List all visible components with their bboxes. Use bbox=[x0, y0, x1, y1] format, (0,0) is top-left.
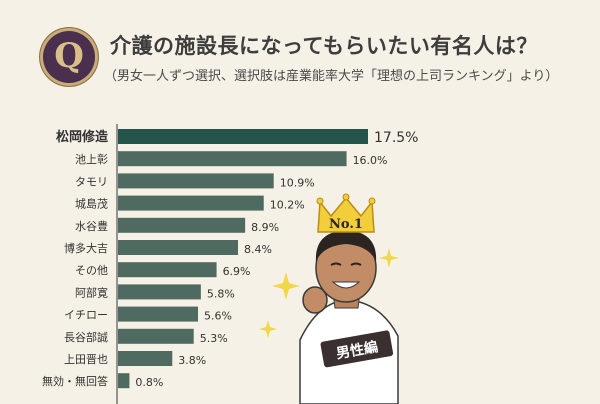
bar bbox=[118, 129, 368, 144]
bar bbox=[118, 373, 130, 389]
badge-letter: Q bbox=[54, 36, 84, 76]
category-label: 博多大吉 bbox=[64, 241, 108, 255]
character-smile bbox=[331, 281, 361, 289]
character-eye bbox=[350, 262, 362, 266]
bar bbox=[118, 195, 264, 211]
category-label: 阿部寛 bbox=[75, 285, 108, 299]
value-label: 8.4% bbox=[244, 243, 272, 256]
value-label: 3.8% bbox=[178, 354, 206, 367]
sparkle-icon bbox=[379, 248, 399, 268]
category-label: 城島茂 bbox=[75, 197, 108, 211]
bar bbox=[118, 284, 201, 300]
category-label: タモリ bbox=[75, 175, 108, 188]
bar bbox=[118, 151, 347, 167]
character-hair bbox=[315, 230, 377, 262]
sparkle-icon bbox=[272, 272, 300, 300]
bar bbox=[118, 173, 274, 189]
category-badge-bg bbox=[320, 330, 394, 368]
crown-jewel bbox=[368, 197, 376, 205]
bar-group: 松岡修造 17.5% 池上彰 16.0% タモリ 10.9% 城島茂 10.2% 水谷豊 8.9%… bbox=[42, 129, 418, 389]
question-badge: Q bbox=[40, 28, 98, 86]
bar bbox=[118, 351, 173, 366]
value-label: 8.9% bbox=[251, 221, 279, 234]
bar bbox=[118, 328, 194, 344]
value-label: 5.8% bbox=[207, 287, 235, 300]
value-label: 16.0% bbox=[353, 154, 388, 167]
crown-jewel bbox=[316, 197, 324, 205]
value-label: 17.5% bbox=[374, 130, 418, 146]
category-label: イチロー bbox=[64, 309, 108, 322]
page-subtitle: （男女一人ずつ選択、選択肢は産業能率大学「理想の上司ランキング」より） bbox=[104, 69, 559, 84]
crown-label: No.1 bbox=[329, 217, 363, 232]
crown-icon bbox=[317, 196, 375, 233]
category-label: 水谷豊 bbox=[75, 220, 108, 233]
character-fist bbox=[302, 286, 328, 314]
value-label: 0.8% bbox=[135, 376, 163, 389]
bar bbox=[118, 262, 217, 278]
sparkle-icon bbox=[259, 320, 277, 338]
page-title: 介護の施設長になってもらいたい有名人は？ bbox=[110, 34, 538, 58]
value-label: 5.3% bbox=[200, 332, 228, 345]
bar bbox=[118, 217, 246, 233]
character-eye bbox=[330, 262, 342, 266]
value-label: 10.2% bbox=[270, 199, 305, 212]
value-label: 10.9% bbox=[280, 176, 315, 189]
category-label: 松岡修造 bbox=[56, 129, 109, 145]
category-label: 池上彰 bbox=[75, 152, 108, 166]
category-badge: 男性編 bbox=[320, 330, 394, 368]
character-illustration: No.1 男性編 bbox=[259, 193, 399, 404]
category-label: その他 bbox=[75, 264, 108, 277]
value-label: 5.6% bbox=[204, 310, 232, 323]
category-label: 無効・無回答 bbox=[42, 374, 108, 388]
crown-jewel bbox=[342, 193, 350, 201]
value-label: 6.9% bbox=[223, 265, 251, 278]
bar bbox=[118, 240, 238, 255]
category-label: 上田晋也 bbox=[64, 353, 108, 366]
bar bbox=[118, 306, 198, 322]
category-label: 長谷部誠 bbox=[64, 330, 108, 344]
